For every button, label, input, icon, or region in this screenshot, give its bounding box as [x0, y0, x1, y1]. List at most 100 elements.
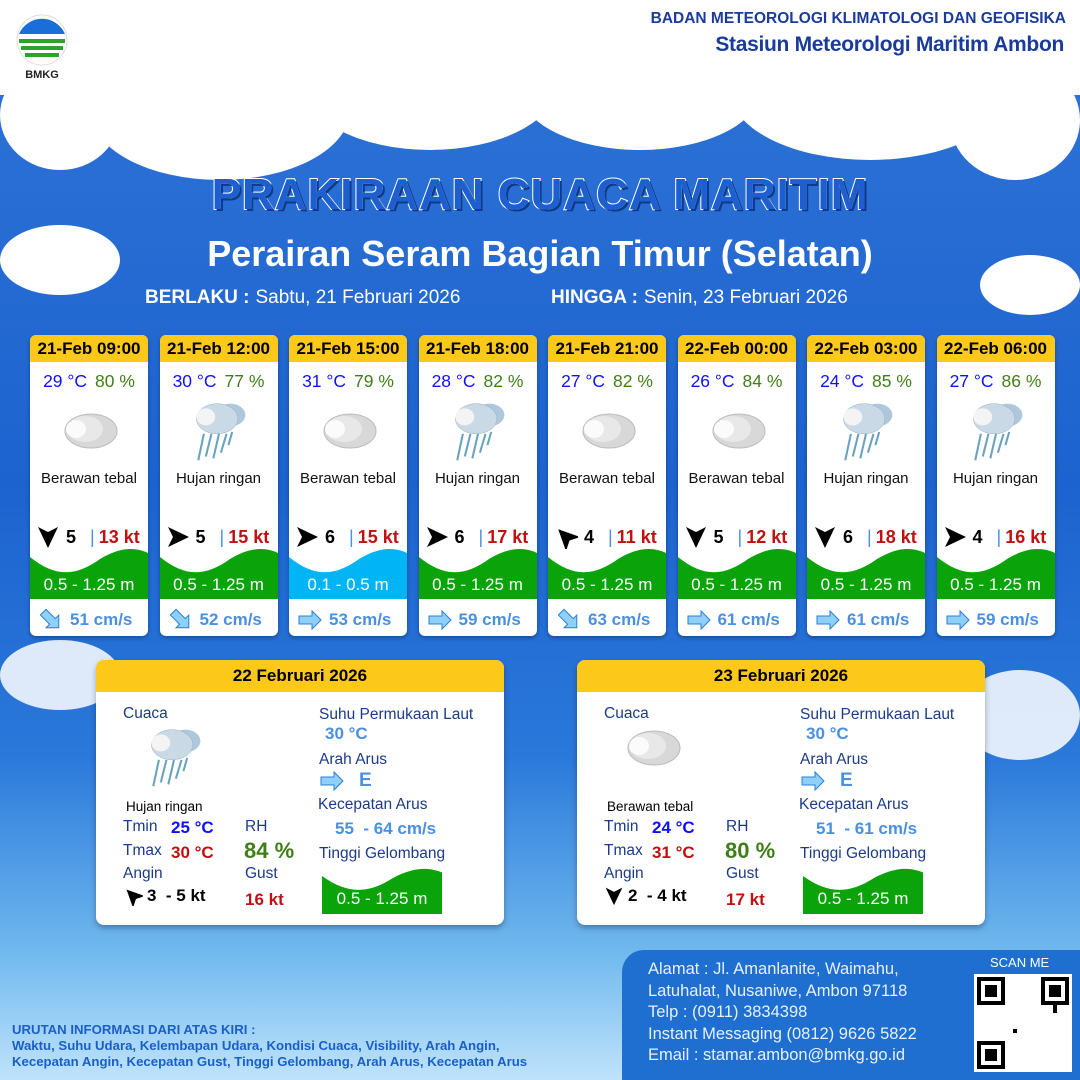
wave-shape [803, 868, 923, 914]
tmax-label: Tmax [604, 842, 643, 859]
gust: 17 kt [726, 890, 765, 909]
weather-condition: Berawan tebal [41, 470, 137, 487]
forecast-time: 21-Feb 21:00 [548, 335, 666, 362]
rain-icon [151, 729, 201, 787]
weather-condition: Hujan ringan [823, 470, 909, 487]
wind-range: 2 - 4 kt [628, 886, 687, 905]
qr-code[interactable] [974, 974, 1072, 1072]
cloudy-icon [64, 413, 118, 449]
wave-height-value: 0.5 - 1.25 m [561, 575, 653, 594]
wave-shape [322, 868, 442, 914]
humidity: 82 % [483, 371, 524, 391]
cloud-decoration [0, 225, 120, 295]
wind-speed: 5 [195, 526, 206, 547]
valid-to-label: HINGGA : [551, 287, 638, 308]
weather-condition: Berawan tebal [559, 470, 655, 487]
station-name: Stasiun Meteorologi Maritim Ambon [715, 33, 1064, 56]
sst-label: Suhu Permukaan Laut [319, 706, 474, 723]
forecast-card: 21-Feb 12:00 30 °C 77 % Hujan ringan 5 | 15… [159, 335, 278, 636]
separator: | [349, 526, 354, 547]
address-line: Alamat : Jl. Amanlanite, Waimahu, [648, 960, 899, 978]
weather-condition: Hujan ringan [126, 799, 203, 814]
air-temperature: 29 °C [43, 371, 88, 391]
gust-speed: 11 kt [616, 526, 657, 547]
gust-label: Gust [245, 865, 278, 882]
wave-height-value: 0.5 - 1.25 m [817, 889, 909, 908]
humidity: 84 % [742, 371, 783, 391]
tmax-label: Tmax [123, 842, 162, 859]
cloudy-icon [582, 413, 636, 449]
forecast-card: 21-Feb 15:00 31 °C 79 % Berawan tebal 6 | 1… [289, 335, 407, 636]
daily-summary-panel: 22 Februari 2026 Cuaca Hujan ringan Tmin… [96, 660, 504, 925]
gust-speed: 16 kt [1005, 526, 1047, 547]
rh-label: RH [726, 818, 749, 835]
current-direction-icon [946, 609, 970, 631]
wind-direction-icon [815, 527, 835, 548]
wind-label: Angin [604, 865, 644, 882]
current-dir-label: Arah Arus [319, 751, 388, 768]
page-title: PRAKIRAAN CUACA MARITIM [211, 169, 869, 220]
daily-summary-panel: 23 Februari 2026 Cuaca Berawan tebal Tmi… [577, 660, 985, 925]
wind-speed: 5 [713, 526, 724, 547]
wind-direction-icon [426, 527, 448, 547]
weather-condition: Hujan ringan [175, 470, 262, 487]
wave-label: Tinggi Gelombang [319, 845, 446, 862]
legend-title: URUTAN INFORMASI DARI ATAS KIRI : [12, 1022, 256, 1037]
phone: Telp : (0911) 3834398 [648, 1003, 808, 1021]
humidity: 85 % [872, 371, 912, 391]
tmax: 31 °C [652, 843, 695, 862]
air-temperature: 24 °C [820, 371, 865, 391]
wind-range: 3 - 5 kt [147, 886, 206, 905]
current-direction-icon [39, 608, 60, 629]
wave-shape [30, 549, 148, 599]
wave-shape [548, 549, 666, 599]
current-speed: 55 - 64 cm/s [335, 819, 437, 838]
current-speed: 61 cm/s [717, 610, 780, 629]
forecast-time: 22-Feb 00:00 [677, 335, 796, 362]
weather-condition: Hujan ringan [952, 470, 1039, 487]
rain-icon [195, 403, 245, 461]
gust-speed: 15 kt [228, 526, 270, 547]
tmin-label: Tmin [123, 818, 158, 835]
current-speed-label: Kecepatan Arus [799, 796, 909, 813]
wave-height-value: 0.1 - 0.5 m [307, 575, 389, 594]
legend-line: Waktu, Suhu Udara, Kelembapan Udara, Kon… [12, 1038, 500, 1053]
wind-direction-icon [167, 527, 189, 547]
wind-direction-icon [605, 887, 623, 906]
air-temperature: 28 °C [431, 371, 476, 391]
email[interactable]: Email : stamar.ambon@bmkg.go.id [648, 1046, 906, 1064]
wave-height: 0.5 - 1.25 m [548, 547, 666, 599]
gust-speed: 13 kt [98, 526, 140, 547]
wave-height: 0.1 - 0.5 m [289, 547, 407, 599]
current-direction: E [359, 770, 372, 791]
humidity: 82 % [613, 371, 653, 391]
cloud-decoration [0, 60, 120, 170]
org-name: BADAN METEOROLOGI KLIMATOLOGI DAN GEOFIS… [650, 10, 1066, 27]
air-temperature: 30 °C [172, 371, 217, 391]
separator: | [867, 526, 872, 547]
current-direction-icon [687, 609, 711, 631]
wind-speed: 6 [325, 526, 336, 547]
cloud-decoration [520, 30, 760, 150]
weather-condition: Hujan ringan [434, 470, 521, 487]
wind-speed: 6 [454, 526, 465, 547]
rain-icon [454, 403, 504, 461]
separator: | [737, 526, 743, 547]
air-temperature: 27 °C [949, 371, 994, 391]
wave-height-value: 0.5 - 1.25 m [950, 575, 1041, 594]
valid-from-date: Sabtu, 21 Februari 2026 [255, 287, 461, 308]
wave-height-value: 0.5 - 1.25 m [432, 575, 523, 594]
panel-date: 22 Februari 2026 [96, 660, 504, 692]
wind-direction-icon [558, 529, 578, 549]
separator: | [478, 526, 484, 547]
current-direction-icon [169, 608, 189, 629]
cloud-decoration [980, 255, 1080, 315]
current-speed: 59 cm/s [976, 610, 1039, 629]
current-speed: 51 cm/s [70, 610, 133, 629]
legend: URUTAN INFORMASI DARI ATAS KIRI : Waktu,… [12, 1022, 527, 1070]
wind-direction-icon [944, 527, 966, 547]
current-dir-label: Arah Arus [800, 751, 869, 768]
gust-speed: 15 kt [357, 526, 399, 547]
panel-date: 23 Februari 2026 [577, 660, 985, 692]
tmin: 25 °C [171, 818, 214, 837]
